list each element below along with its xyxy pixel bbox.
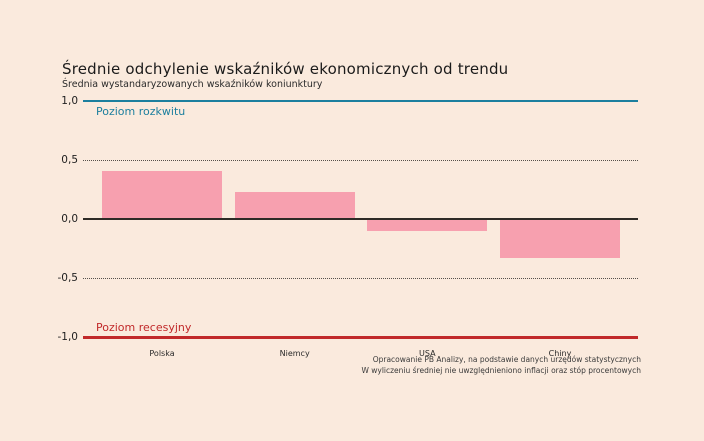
category-label: Polska: [149, 349, 175, 358]
gridline-dotted: [83, 278, 638, 279]
reference-line-label: Poziom recesyjny: [96, 321, 192, 334]
bar-polska: [102, 170, 222, 219]
bar-usa: [367, 220, 488, 231]
reference-line-label: Poziom rozkwitu: [96, 105, 186, 118]
y-axis-tick-label: -1,0: [57, 331, 79, 343]
category-label: Chiny: [548, 349, 572, 358]
category-label: USA: [419, 349, 436, 358]
category-label: Niemcy: [279, 349, 310, 358]
chart-subtitle: Średnia wystandaryzowanych wskaźników ko…: [62, 79, 323, 90]
source-line-2: W wyliczeniu średniej nie uwzględnienion…: [361, 366, 641, 375]
y-axis-tick-label: 0,0: [61, 213, 78, 225]
chart-title: Średnie odchylenie wskaźników ekonomiczn…: [62, 60, 509, 78]
source-line-1: Opracowanie PB Analizy, na podstawie dan…: [372, 355, 641, 364]
reference-line: [83, 100, 638, 102]
bar-niemcy: [234, 191, 355, 219]
source-note: Opracowanie PB Analizy, na podstawie dan…: [361, 354, 641, 376]
gridline-dotted: [83, 160, 638, 161]
bar-chiny: [499, 220, 620, 258]
reference-line: [83, 336, 638, 339]
y-axis-tick-label: -0,5: [57, 272, 79, 284]
y-axis-tick-label: 1,0: [61, 95, 78, 107]
y-axis-tick-label: 0,5: [61, 154, 78, 166]
zero-axis-line: [83, 218, 638, 220]
